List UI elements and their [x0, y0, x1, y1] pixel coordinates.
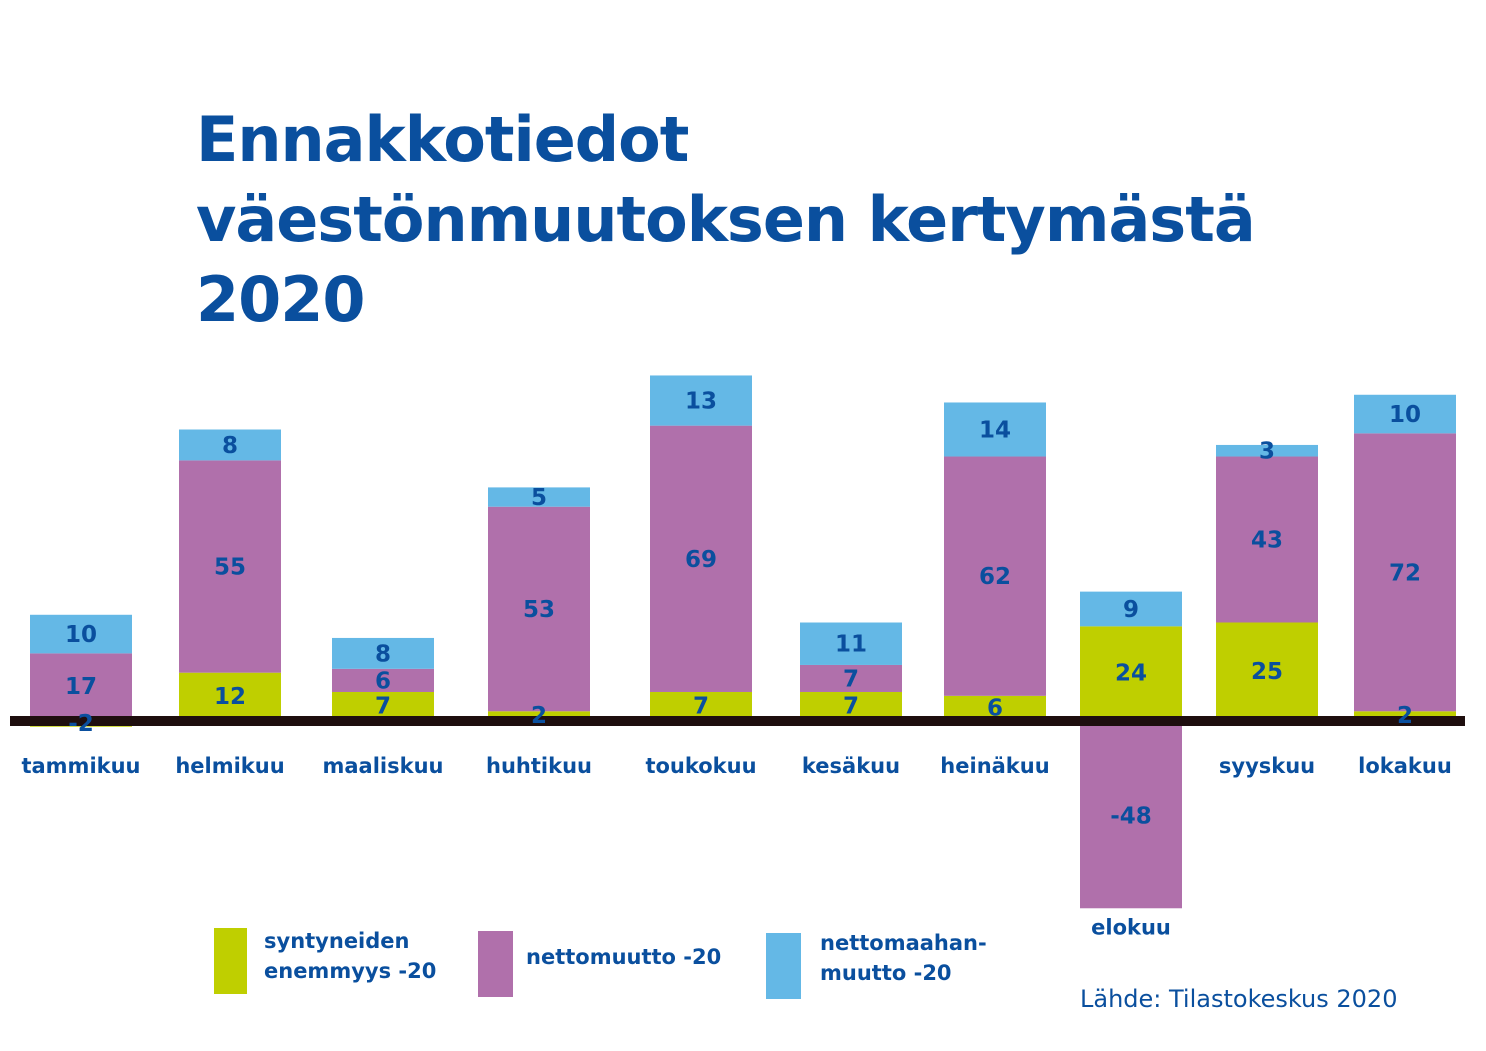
data-label-syntyneiden-5: 7	[843, 693, 859, 719]
data-label-nettomaahanmuutto-3: 5	[531, 485, 547, 511]
bar-segment-syntyneiden-2	[332, 691, 434, 719]
bar-segment-nettomuutto-6	[944, 456, 1046, 696]
category-label-6: heinäkuu	[940, 754, 1049, 778]
legend-swatch-syntyneiden	[214, 928, 247, 994]
data-label-nettomuutto-8: 43	[1251, 528, 1283, 554]
category-label-0: tammikuu	[21, 754, 140, 778]
bar-segment-nettomaahanmuutto-8	[1216, 444, 1318, 457]
data-label-nettomuutto-1: 55	[214, 555, 246, 581]
data-label-nettomuutto-0: 17	[65, 674, 97, 700]
data-label-nettomuutto-2: 6	[375, 668, 391, 694]
bar-segment-nettomaahanmuutto-2	[332, 637, 434, 669]
bar-segment-nettomaahanmuutto-1	[179, 429, 281, 461]
category-label-4: toukokuu	[645, 754, 756, 778]
data-label-nettomuutto-7: -48	[1110, 804, 1152, 830]
legend-label-syntyneiden: syntyneiden enemmyys -20	[264, 929, 437, 983]
category-label-3: huhtikuu	[486, 754, 592, 778]
data-label-nettomuutto-9: 72	[1389, 560, 1421, 586]
bar-segment-nettomaahanmuutto-0	[30, 614, 132, 654]
data-label-syntyneiden-2: 7	[375, 693, 391, 719]
bar-segment-syntyneiden-6	[944, 695, 1046, 719]
bar-segment-syntyneiden-9	[1354, 711, 1456, 719]
bar-segment-nettomuutto-3	[488, 506, 590, 712]
bar-segment-nettomaahanmuutto-6	[944, 402, 1046, 457]
bars-layer	[10, 375, 1465, 909]
data-label-syntyneiden-0: -2	[68, 711, 94, 737]
bar-segment-nettomaahanmuutto-3	[488, 487, 590, 507]
category-label-1: helmikuu	[175, 754, 284, 778]
category-label-7: elokuu	[1091, 915, 1171, 939]
data-label-nettomaahanmuutto-9: 10	[1389, 402, 1421, 428]
data-label-syntyneiden-6: 6	[987, 695, 1003, 721]
legend-label-nettomaahanmuutto: nettomaahan- muutto -20	[820, 931, 987, 985]
data-label-syntyneiden-1: 12	[214, 684, 246, 710]
bar-segment-nettomuutto-0	[30, 653, 132, 719]
category-label-8: syyskuu	[1219, 754, 1315, 778]
data-label-nettomaahanmuutto-6: 14	[979, 418, 1011, 444]
data-label-nettomaahanmuutto-1: 8	[222, 433, 238, 459]
bar-segment-nettomuutto-1	[179, 460, 281, 673]
data-label-nettomaahanmuutto-4: 13	[685, 389, 717, 415]
legend-label-nettomuutto: nettomuutto -20	[526, 945, 722, 969]
data-label-nettomaahanmuutto-5: 11	[835, 632, 867, 658]
bar-segment-nettomaahanmuutto-9	[1354, 394, 1456, 434]
source-note: Lähde: Tilastokeskus 2020	[1080, 985, 1398, 1013]
data-label-syntyneiden-3: 2	[531, 703, 547, 729]
bar-segment-syntyneiden-5	[800, 691, 902, 719]
data-label-nettomuutto-3: 53	[523, 597, 555, 623]
category-label-2: maaliskuu	[323, 754, 444, 778]
data-label-syntyneiden-7: 24	[1115, 661, 1147, 687]
bar-segment-syntyneiden-4	[650, 691, 752, 719]
zero-axis-line	[10, 716, 1465, 726]
value-labels-layer: -217101255876825357691377116621424-48925…	[65, 389, 1421, 830]
bar-segment-syntyneiden-8	[1216, 622, 1318, 719]
legend-swatch-nettomaahanmuutto	[766, 933, 801, 999]
bar-segment-nettomaahanmuutto-5	[800, 622, 902, 665]
legend-swatch-nettomuutto	[478, 931, 513, 997]
data-label-syntyneiden-9: 2	[1397, 703, 1413, 729]
category-label-5: kesäkuu	[802, 754, 900, 778]
bar-segment-nettomaahanmuutto-4	[650, 375, 752, 426]
chart-title: Ennakkotiedot väestönmuutoksen kertymäst…	[196, 103, 1256, 336]
data-label-nettomuutto-4: 69	[685, 547, 717, 573]
data-label-syntyneiden-4: 7	[693, 693, 709, 719]
data-label-nettomuutto-6: 62	[979, 564, 1011, 590]
data-label-nettomaahanmuutto-0: 10	[65, 622, 97, 648]
bar-segment-nettomuutto-2	[332, 668, 434, 692]
category-label-9: lokakuu	[1358, 754, 1452, 778]
bar-segment-nettomuutto-4	[650, 425, 752, 692]
data-label-nettomaahanmuutto-8: 3	[1259, 439, 1275, 465]
data-label-nettomaahanmuutto-7: 9	[1123, 597, 1139, 623]
bar-segment-nettomuutto-7	[1080, 723, 1182, 909]
bar-segment-syntyneiden-1	[179, 672, 281, 719]
bar-segment-nettomuutto-5	[800, 664, 902, 692]
data-label-nettomuutto-5: 7	[843, 666, 859, 692]
bar-segment-nettomaahanmuutto-7	[1080, 591, 1182, 627]
category-labels-layer: tammikuu helmikuu maaliskuu huhtikuu toukoku…	[21, 754, 1451, 939]
bar-segment-nettomuutto-8	[1216, 456, 1318, 623]
bar-segment-syntyneiden-7	[1080, 626, 1182, 719]
data-label-syntyneiden-8: 25	[1251, 659, 1283, 685]
bar-segment-nettomuutto-9	[1354, 433, 1456, 712]
data-label-nettomaahanmuutto-2: 8	[375, 641, 391, 667]
bar-segment-syntyneiden-3	[488, 711, 590, 719]
